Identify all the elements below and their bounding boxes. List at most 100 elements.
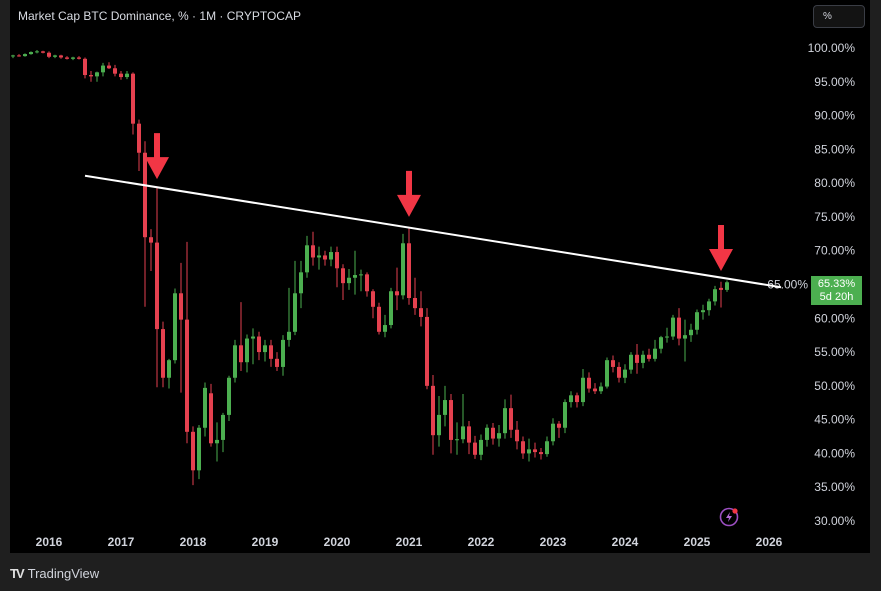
candle-body (347, 277, 351, 284)
candle-body (167, 360, 171, 378)
candle (371, 289, 375, 319)
candle (101, 62, 105, 77)
candle (401, 233, 405, 300)
x-tick-label: 2017 (108, 535, 135, 549)
candle-body (143, 152, 147, 238)
candle (593, 383, 597, 394)
candle-body (641, 354, 645, 363)
candle (179, 262, 183, 393)
candle-body (389, 291, 393, 326)
candle-body (605, 360, 609, 387)
candle-body (365, 274, 369, 292)
candle-body (677, 317, 681, 339)
candle (353, 250, 357, 295)
percent-scale-button[interactable]: % (813, 5, 865, 28)
candle (677, 308, 681, 346)
current-price-label: 65.33% 5d 20h (811, 276, 862, 305)
candle (251, 328, 255, 365)
candle (53, 54, 57, 59)
down-arrow-icon (397, 170, 421, 217)
candle-body (227, 377, 231, 415)
candle-body (293, 293, 297, 332)
candle (155, 187, 159, 388)
candle (281, 335, 285, 376)
candle-body (443, 400, 447, 415)
candle (701, 304, 705, 320)
candle-body (47, 52, 51, 57)
candle (275, 352, 279, 371)
candle-body (479, 439, 483, 455)
y-tick-label: 90.00% (814, 109, 855, 123)
footer-branding[interactable]: TV TradingView (10, 566, 99, 581)
candle (125, 70, 129, 80)
candle-body (599, 386, 603, 392)
x-axis: 2016 2017 2018 2019 2020 2021 2022 2023 2024 2025… (36, 535, 783, 549)
tradingview-logo-icon: TV (10, 566, 25, 581)
candle (461, 393, 465, 444)
candle-body (233, 345, 237, 378)
candle-body (467, 426, 471, 443)
candle-body (707, 301, 711, 311)
candle-body (287, 331, 291, 340)
candlestick-chart[interactable]: 2016 2017 2018 2019 2020 2021 2022 2023 2024 2025… (10, 0, 870, 553)
candle-body (203, 387, 207, 428)
candle-body (305, 245, 309, 273)
candle-body (545, 441, 549, 455)
candle (587, 372, 591, 393)
candle (311, 231, 315, 266)
candle-body (35, 51, 39, 53)
candle-body (395, 291, 399, 296)
candle (449, 393, 453, 454)
candle (389, 287, 393, 329)
candle (65, 56, 69, 60)
candle (431, 375, 435, 455)
candle (635, 343, 639, 374)
candle (491, 423, 495, 445)
brand-name: TradingView (27, 566, 100, 581)
candle (509, 394, 513, 438)
candle-body (335, 252, 339, 269)
candle-body (593, 388, 597, 392)
candle-body (425, 316, 429, 386)
x-tick-label: 2018 (180, 535, 207, 549)
candle (185, 241, 189, 444)
candle-body (437, 414, 441, 436)
candle-body (119, 73, 123, 78)
candle-body (209, 393, 213, 444)
candle (341, 264, 345, 301)
candle (539, 448, 543, 460)
candle-body (515, 429, 519, 442)
candle-body (59, 55, 63, 58)
candle-body (581, 377, 585, 403)
candle (119, 70, 123, 80)
candle (131, 72, 135, 135)
candle (479, 434, 483, 461)
candle (59, 54, 63, 59)
candle-body (329, 252, 333, 260)
candle (263, 339, 267, 362)
x-tick-label: 2024 (612, 535, 639, 549)
candle (383, 314, 387, 338)
candle (425, 308, 429, 390)
candle-body (455, 439, 459, 441)
lightning-alert-icon[interactable] (719, 507, 739, 527)
candle-body (497, 433, 501, 439)
candle (671, 314, 675, 340)
candle-body (527, 449, 531, 454)
candle-body (131, 73, 135, 124)
down-arrow-icon (145, 133, 169, 180)
candle-body (113, 68, 117, 74)
candle (485, 424, 489, 447)
candle (23, 53, 27, 57)
candle-body (155, 242, 159, 330)
candle (71, 56, 75, 61)
chart-panel[interactable]: 2016 2017 2018 2019 2020 2021 2022 2023 2024 2025… (10, 0, 870, 553)
candle (167, 358, 171, 389)
candle (35, 50, 39, 54)
candle-body (701, 310, 705, 313)
candle-body (665, 336, 669, 338)
candle-body (29, 52, 33, 55)
candle-body (653, 348, 657, 359)
candle-body (521, 441, 525, 454)
candle (683, 319, 687, 362)
